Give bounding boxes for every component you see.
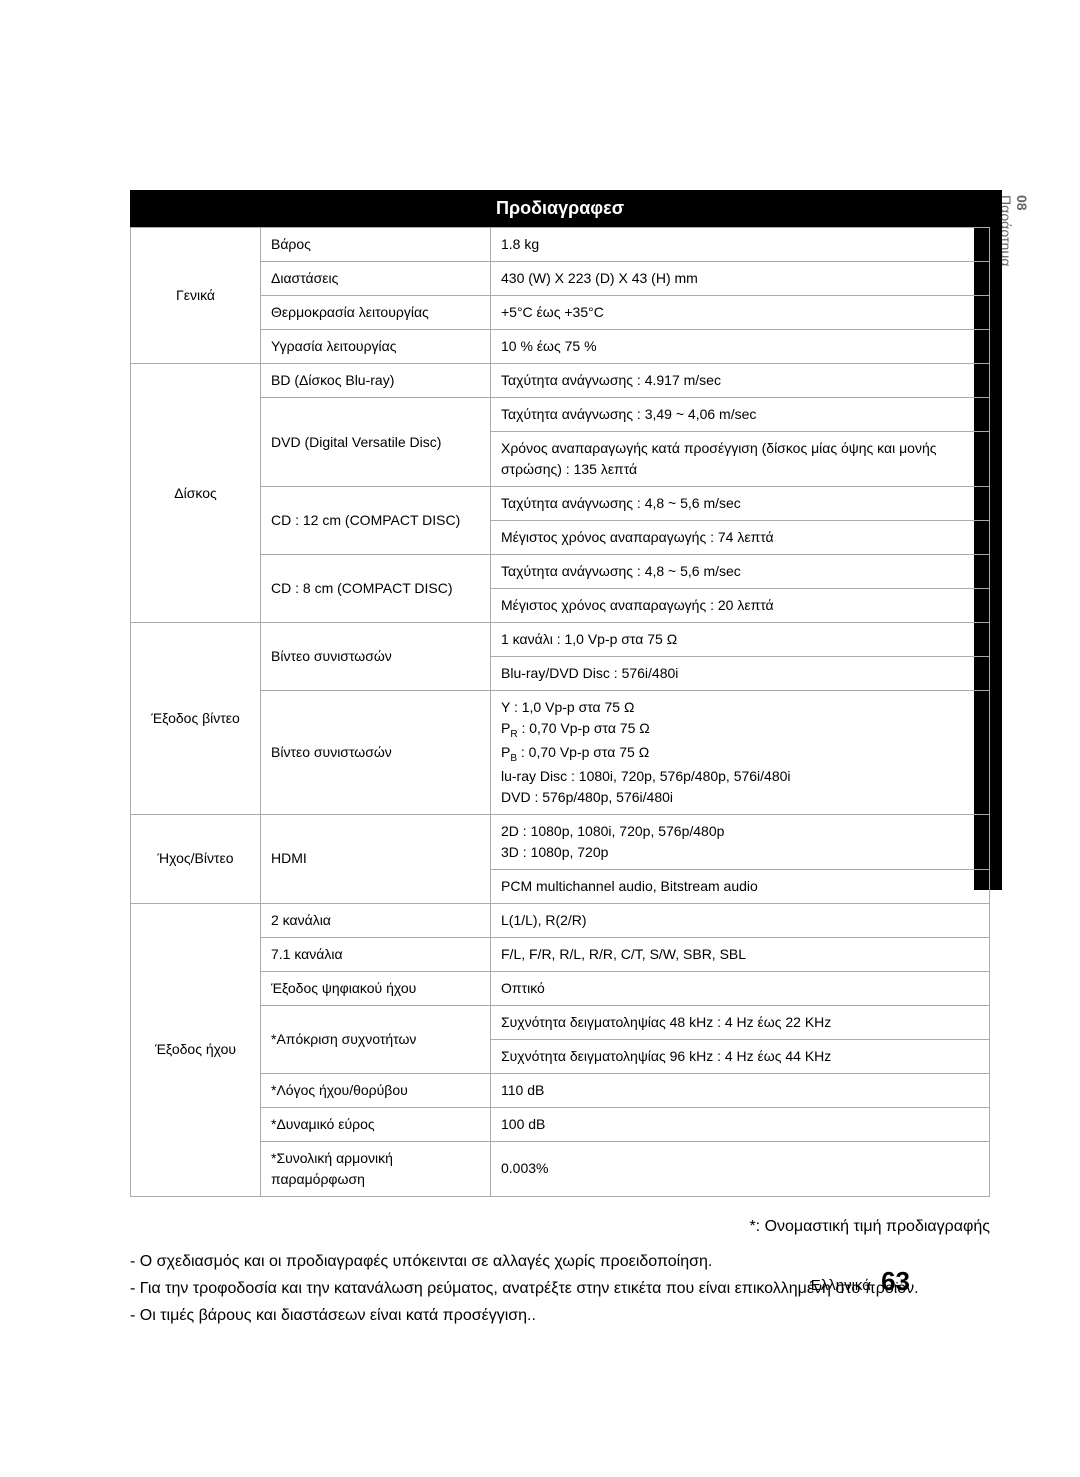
table-row: Δίσκος BD (Δίσκος Blu-ray) Ταχύτητα ανάγ… (131, 364, 990, 398)
spec-label: Υγρασία λειτουργίας (261, 330, 491, 364)
spec-label: HDMI (261, 814, 491, 903)
val-part: : 0,70 Vp-p στα 75 Ω (518, 720, 650, 736)
spec-value: Οπτικό (491, 971, 990, 1005)
spec-value: 1.8 kg (491, 228, 990, 262)
spec-value: Συχνότητα δειγματοληψίας 96 kHz : 4 Hz έ… (491, 1039, 990, 1073)
spec-value: 10 % έως 75 % (491, 330, 990, 364)
spec-value-line: PR : 0,70 Vp-p στα 75 Ω (501, 720, 650, 736)
val-part: P (501, 744, 510, 760)
table-row: Έξοδος ήχου 2 κανάλια L(1/L), R(2/R) (131, 903, 990, 937)
spec-value: Ταχύτητα ανάγνωσης : 3,49 ~ 4,06 m/sec (491, 398, 990, 432)
spec-value: Ταχύτητα ανάγνωσης : 4,8 ~ 5,6 m/sec (491, 487, 990, 521)
spec-label: CD : 8 cm (COMPACT DISC) (261, 555, 491, 623)
spec-value: Ταχύτητα ανάγνωσης : 4.917 m/sec (491, 364, 990, 398)
table-row: Έξοδος βίντεο Βίντεο συνιστωσών 1 κανάλι… (131, 623, 990, 657)
pagefoot: Eλληνικά 63 (811, 1266, 910, 1297)
spec-label: *Απόκριση συχνοτήτων (261, 1005, 491, 1073)
spec-value-line: DVD : 576p/480p, 576i/480i (501, 789, 673, 805)
spec-value: Ταχύτητα ανάγνωσης : 4,8 ~ 5,6 m/sec (491, 555, 990, 589)
spec-label: BD (Δίσκος Blu-ray) (261, 364, 491, 398)
category-av: Ήχος/Βίντεο (131, 814, 261, 903)
spec-value: Συχνότητα δειγματοληψίας 48 kHz : 4 Hz έ… (491, 1005, 990, 1039)
spec-value: 0.003% (491, 1141, 990, 1196)
table-row: Γενικά Βάρος 1.8 kg (131, 228, 990, 262)
nominal-note: *: Ονομαστική τιμή προδιαγραφής (130, 1215, 990, 1238)
spec-value: Blu-ray/DVD Disc : 576i/480i (491, 657, 990, 691)
spec-value: F/L, F/R, R/L, R/R, C/T, S/W, SBR, SBL (491, 937, 990, 971)
spec-label: Βίντεο συνιστωσών (261, 691, 491, 815)
val-part: : 0,70 Vp-p στα 75 Ω (517, 744, 649, 760)
spec-label: *Συνολική αρμονική παραμόρφωση (261, 1141, 491, 1196)
spec-value-line: PB : 0,70 Vp-p στα 75 Ω (501, 744, 649, 760)
spec-value: Y : 1,0 Vp-p στα 75 Ω PR : 0,70 Vp-p στα… (491, 691, 990, 815)
spec-label: 2 κανάλια (261, 903, 491, 937)
category-videoout: Έξοδος βίντεο (131, 623, 261, 815)
val-part: P (501, 720, 510, 736)
category-audioout: Έξοδος ήχου (131, 903, 261, 1196)
spec-value: Μέγιστος χρόνος αναπαραγωγής : 20 λεπτά (491, 589, 990, 623)
table-title: Προδιαγραφεσ (130, 190, 990, 227)
spec-value: 100 dB (491, 1107, 990, 1141)
spec-label: CD : 12 cm (COMPACT DISC) (261, 487, 491, 555)
category-disc: Δίσκος (131, 364, 261, 623)
lang-label: Eλληνικά (811, 1277, 871, 1294)
spec-label: *Λόγος ήχου/θορύβου (261, 1073, 491, 1107)
spec-label: Βίντεο συνιστωσών (261, 623, 491, 691)
spec-table: Γενικά Βάρος 1.8 kg Διαστάσεις 430 (W) Χ… (130, 227, 990, 1197)
spec-value: L(1/L), R(2/R) (491, 903, 990, 937)
spec-label: DVD (Digital Versatile Disc) (261, 398, 491, 487)
spec-label: Βάρος (261, 228, 491, 262)
spec-value: 1 κανάλι : 1,0 Vp-p στα 75 Ω (491, 623, 990, 657)
page-number: 63 (881, 1266, 910, 1296)
spec-label: Διαστάσεις (261, 262, 491, 296)
spec-value: Χρόνος αναπαραγωγής κατά προσέγγιση (δίσ… (491, 432, 990, 487)
val-sub: B (510, 753, 517, 764)
spec-value: 2D : 1080p, 1080i, 720p, 576p/480p 3D : … (491, 814, 990, 869)
spec-value-line: Y : 1,0 Vp-p στα 75 Ω (501, 699, 634, 715)
spec-value: +5°C έως +35°C (491, 296, 990, 330)
spec-value: 430 (W) Χ 223 (D) Χ 43 (H) mm (491, 262, 990, 296)
table-row: Ήχος/Βίντεο HDMI 2D : 1080p, 1080i, 720p… (131, 814, 990, 869)
spec-label: *Δυναμικό εύρος (261, 1107, 491, 1141)
spec-value: Μέγιστος χρόνος αναπαραγωγής : 74 λεπτά (491, 521, 990, 555)
category-general: Γενικά (131, 228, 261, 364)
spec-value: PCM multichannel audio, Bitstream audio (491, 869, 990, 903)
spec-label: Θερμοκρασία λειτουργίας (261, 296, 491, 330)
note-item: - Οι τιμές βάρους και διαστάσεων είναι κ… (130, 1304, 990, 1327)
spec-label: Έξοδος ψηφιακού ήχου (261, 971, 491, 1005)
spec-label: 7.1 κανάλια (261, 937, 491, 971)
spec-value-line: lu-ray Disc : 1080i, 720p, 576p/480p, 57… (501, 768, 791, 784)
spec-value: 110 dB (491, 1073, 990, 1107)
val-sub: R (510, 729, 517, 740)
